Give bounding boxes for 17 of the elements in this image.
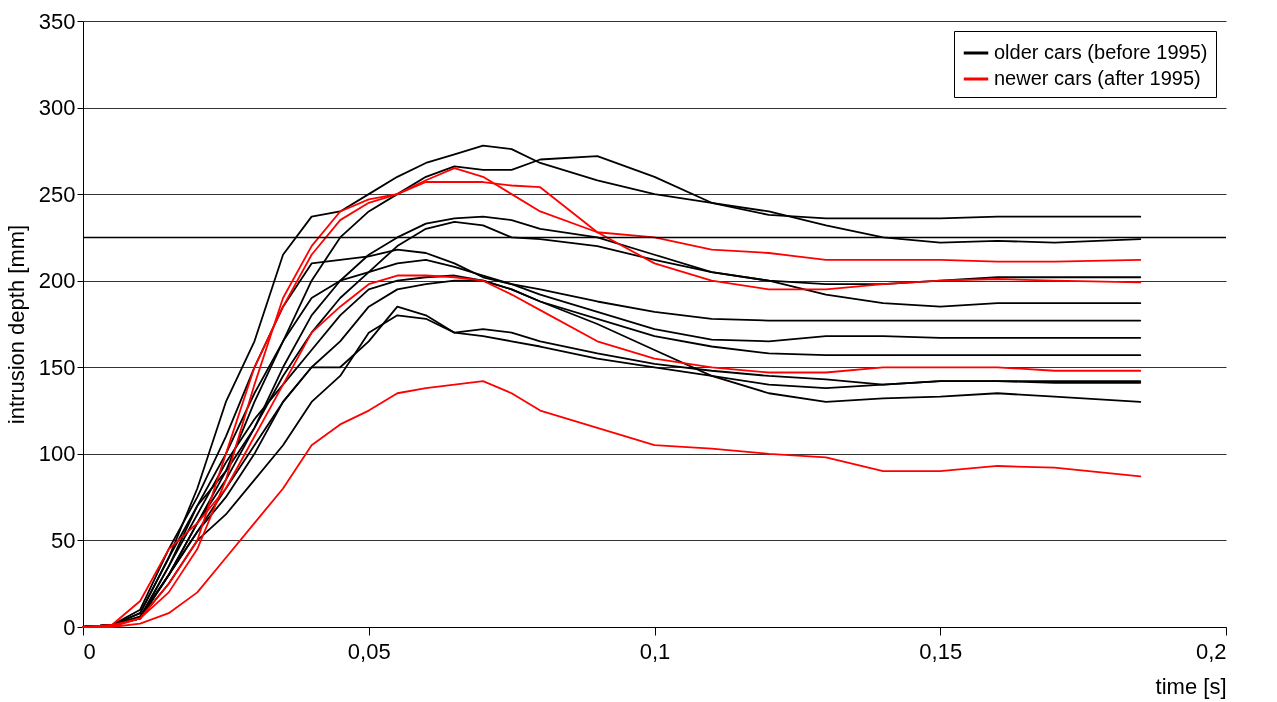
y-axis-title: intrusion depth [mm] [3, 224, 29, 425]
legend-label: older cars (before 1995) [994, 41, 1208, 63]
x-tick-label: 0,05 [347, 638, 391, 664]
y-tick-label: 0 [63, 614, 76, 640]
x-tick-label: 0,1 [639, 638, 671, 664]
x-axis-title: time [s] [1155, 673, 1227, 699]
x-tick-label: 0 [83, 638, 96, 664]
y-tick-label: 350 [38, 8, 76, 34]
y-tick-label: 150 [38, 354, 76, 380]
y-tick-label: 100 [38, 441, 76, 467]
y-tick-label: 200 [38, 268, 76, 294]
y-tick-label: 250 [38, 181, 76, 207]
legend-label: newer cars (after 1995) [994, 67, 1201, 89]
y-tick-label: 50 [51, 527, 76, 553]
y-tick-label: 300 [38, 95, 76, 121]
x-tick-label: 0,15 [919, 638, 963, 664]
x-tick-label: 0,2 [1195, 638, 1227, 664]
